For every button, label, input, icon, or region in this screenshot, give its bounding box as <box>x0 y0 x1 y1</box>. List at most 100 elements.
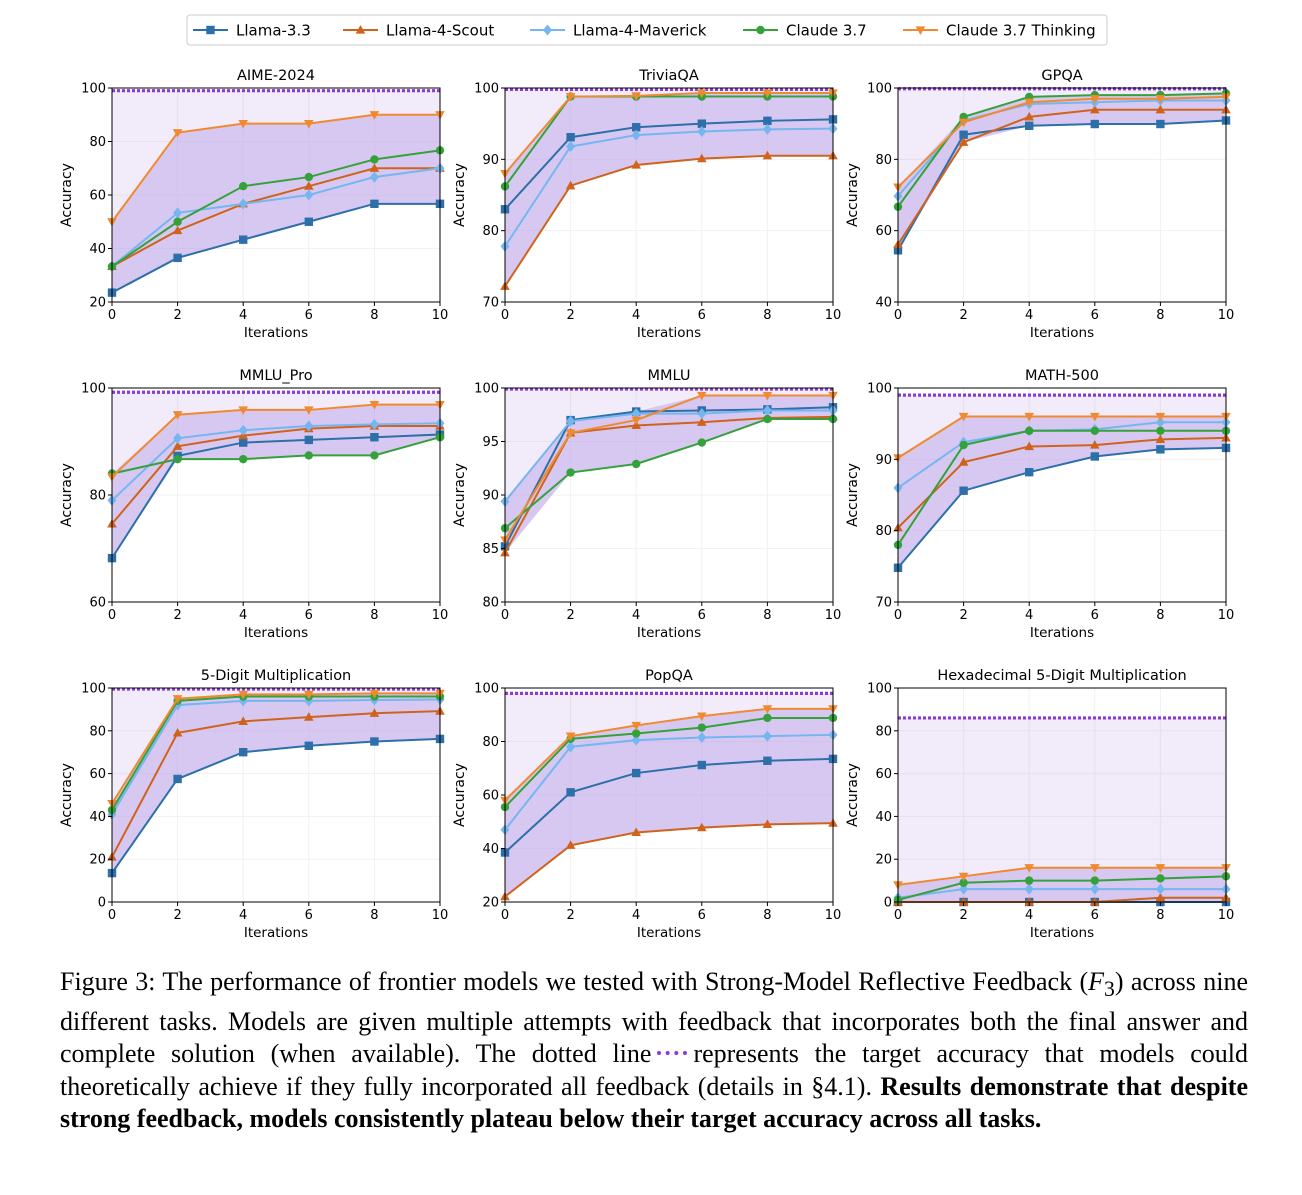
x-tick-label: 6 <box>698 908 706 923</box>
data-point <box>632 123 641 132</box>
x-tick-label: 8 <box>1156 608 1164 623</box>
axes-frame <box>897 687 1227 903</box>
data-point <box>565 732 576 742</box>
data-point <box>238 716 248 725</box>
series-line <box>504 95 833 188</box>
data-point <box>566 741 576 753</box>
caption-text-2: ) across nine different tasks. Models ar… <box>60 967 1248 1069</box>
y-tick-label: 100 <box>474 682 499 697</box>
y-tick-label: 80 <box>875 724 892 739</box>
x-tick-label: 2 <box>173 308 181 323</box>
data-point <box>369 708 380 717</box>
legend-marker <box>756 25 765 35</box>
target-gap-fill <box>112 90 440 222</box>
data-point <box>369 163 380 172</box>
model-range-band <box>112 693 440 874</box>
panel-title: PopQA <box>645 668 693 684</box>
legend-label: Llama-3.3 <box>236 22 311 40</box>
x-tick-label: 4 <box>632 608 640 623</box>
data-point <box>631 160 641 169</box>
y-tick-label: 100 <box>81 82 106 97</box>
x-tick-label: 10 <box>825 608 842 623</box>
series-line <box>111 422 441 502</box>
data-point <box>565 840 576 849</box>
data-point <box>565 92 576 102</box>
data-point <box>565 180 576 190</box>
data-point <box>1090 883 1100 895</box>
x-axis-label: Iterations <box>637 925 701 941</box>
data-point <box>173 432 183 444</box>
x-tick-label: 0 <box>501 608 509 623</box>
data-point <box>1025 467 1034 477</box>
legend: Llama-3.3 Llama-4-Scout Llama-4-Maverick Cl… <box>186 14 1108 46</box>
data-point <box>958 897 969 906</box>
series-line <box>897 436 1227 529</box>
data-point <box>369 171 379 183</box>
data-point <box>631 129 641 141</box>
data-point <box>369 689 380 699</box>
data-point <box>173 207 183 219</box>
data-point <box>697 731 707 743</box>
x-tick-label: 10 <box>432 908 449 923</box>
data-point <box>959 883 969 895</box>
x-tick-label: 0 <box>894 308 902 323</box>
y-tick-label: 60 <box>89 189 106 204</box>
x-tick-label: 10 <box>432 608 449 623</box>
data-point <box>1156 119 1165 129</box>
y-tick-label: 60 <box>89 596 106 611</box>
data-point <box>632 768 641 778</box>
data-point <box>631 721 641 731</box>
y-tick-label: 85 <box>482 542 499 557</box>
legend-item-llama-4-scout: Llama-4-Scout <box>343 22 494 40</box>
data-point <box>370 451 379 460</box>
series-llama-4-maverick <box>107 417 445 506</box>
data-point <box>1155 412 1166 422</box>
x-tick-label: 4 <box>239 908 247 923</box>
x-tick-label: 4 <box>239 608 247 623</box>
data-point <box>304 420 314 432</box>
data-point <box>565 429 576 438</box>
data-point <box>1090 426 1100 435</box>
series-line <box>504 409 833 503</box>
y-tick-label: 0 <box>884 896 892 911</box>
y-tick-label: 60 <box>875 224 892 239</box>
target-gap-fill <box>898 88 1226 188</box>
data-point <box>697 438 706 447</box>
data-point <box>1090 897 1100 906</box>
axes-frame <box>504 87 834 303</box>
data-point <box>631 408 641 420</box>
x-axis-label: Iterations <box>637 625 701 641</box>
series-line <box>897 446 1227 569</box>
series-line <box>897 429 1226 546</box>
data-point <box>697 153 707 163</box>
x-tick-label: 6 <box>698 608 706 623</box>
x-axis-label: Iterations <box>637 325 701 341</box>
y-tick-label: 100 <box>81 382 106 397</box>
data-point <box>762 705 773 714</box>
x-tick-label: 4 <box>632 908 640 923</box>
series-line <box>111 737 441 874</box>
data-point <box>958 457 969 466</box>
legend-label: Claude 3.7 <box>786 22 867 40</box>
y-axis-label: Accuracy <box>845 463 861 527</box>
y-tick-label: 100 <box>474 82 499 97</box>
y-tick-label: 40 <box>89 810 106 825</box>
data-point <box>304 406 314 415</box>
model-range-band <box>112 114 440 293</box>
series-line <box>504 716 833 808</box>
y-tick-label: 40 <box>482 842 499 857</box>
x-tick-label: 10 <box>1218 908 1235 923</box>
data-point <box>370 737 379 746</box>
x-tick-label: 8 <box>370 308 378 323</box>
data-point <box>239 438 248 447</box>
series-line <box>111 433 441 559</box>
series-line <box>504 733 834 831</box>
axes-frame <box>897 387 1227 603</box>
y-tick-label: 100 <box>81 682 106 697</box>
data-point <box>304 741 313 750</box>
y-tick-label: 100 <box>867 682 892 697</box>
figure-panel-grid: Llama-3.3 Llama-4-Scout Llama-4-Maverick Cl… <box>59 14 1235 941</box>
series-line <box>897 888 1226 899</box>
y-axis-label: Accuracy <box>452 763 468 827</box>
